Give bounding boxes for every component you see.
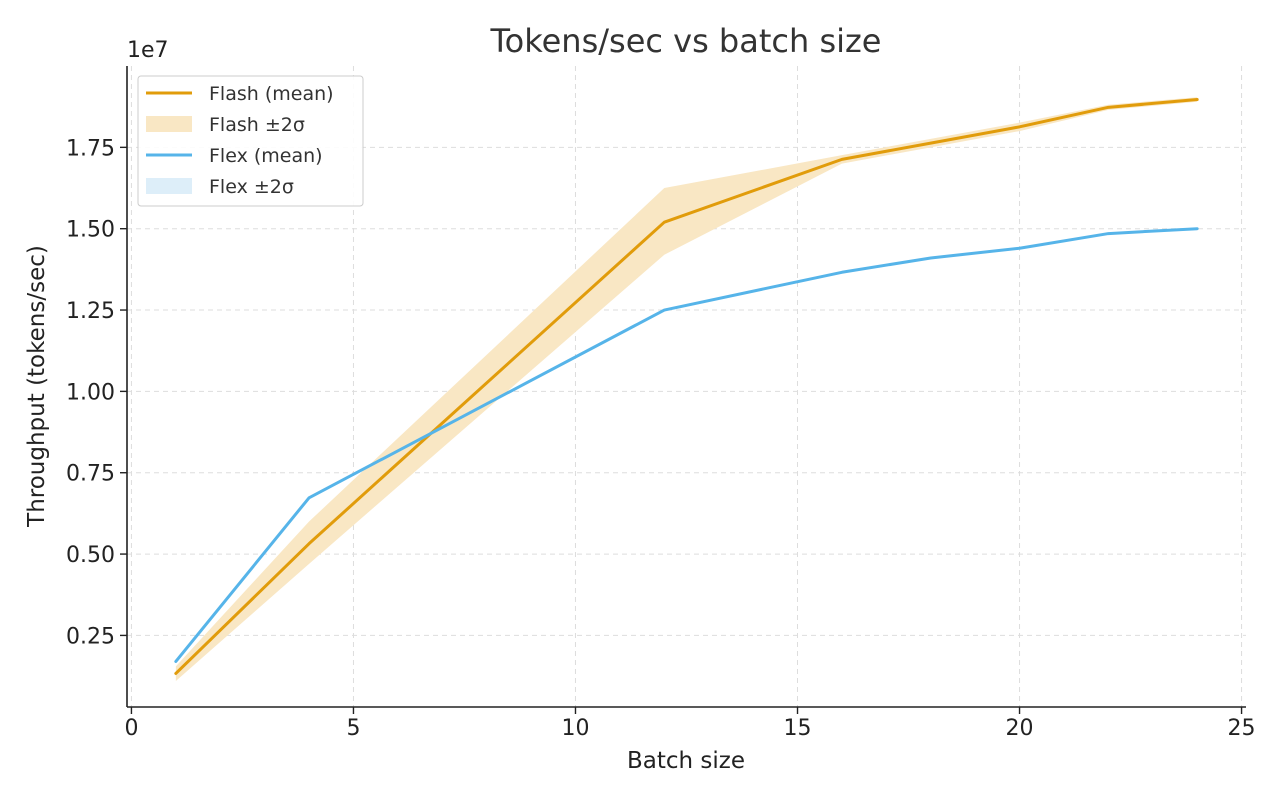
series-lines — [174, 98, 1199, 675]
legend-flex-mean-label: Flex (mean) — [209, 145, 323, 167]
chart-title: Tokens/sec vs batch size — [490, 22, 882, 60]
legend-flex-band-label: Flex ±2σ — [209, 176, 294, 198]
y-axis-label: Throughput (tokens/sec) — [24, 245, 50, 528]
y-axis-offset-label: 1e7 — [127, 38, 169, 63]
legend-flash-mean-label: Flash (mean) — [209, 83, 334, 105]
flex-mean-line — [174, 227, 1199, 663]
legend-box — [137, 75, 364, 207]
y-tick-label: 1.00 — [66, 380, 115, 405]
x-tick-label: 20 — [1006, 716, 1034, 741]
legend-flash-band-swatch — [146, 116, 192, 132]
axes — [126, 66, 1246, 708]
y-tick-label: 1.50 — [66, 218, 115, 243]
flash-mean-line — [174, 98, 1199, 675]
x-axis-label: Batch size — [627, 748, 745, 774]
y-tick-label: 0.75 — [66, 462, 115, 487]
legend-flex-band-swatch — [146, 178, 192, 194]
y-ticks: 0.25 0.50 0.75 1.00 1.25 1.50 1.75 — [66, 136, 127, 649]
legend-flash-band-label: Flash ±2σ — [209, 114, 305, 136]
legend: Flash (mean) Flash ±2σ Flex (mean) Flex … — [137, 75, 364, 207]
grid — [127, 66, 1246, 707]
x-tick-label: 10 — [561, 716, 589, 741]
x-tick-label: 5 — [346, 716, 360, 741]
x-tick-label: 0 — [124, 716, 138, 741]
y-tick-label: 0.25 — [66, 624, 115, 649]
y-tick-label: 0.50 — [66, 543, 115, 568]
y-tick-label: 1.25 — [66, 299, 115, 324]
x-ticks: 0 5 10 15 20 25 — [124, 707, 1256, 741]
x-tick-label: 15 — [784, 716, 812, 741]
x-tick-label: 25 — [1228, 716, 1256, 741]
y-tick-label: 1.75 — [66, 136, 115, 161]
